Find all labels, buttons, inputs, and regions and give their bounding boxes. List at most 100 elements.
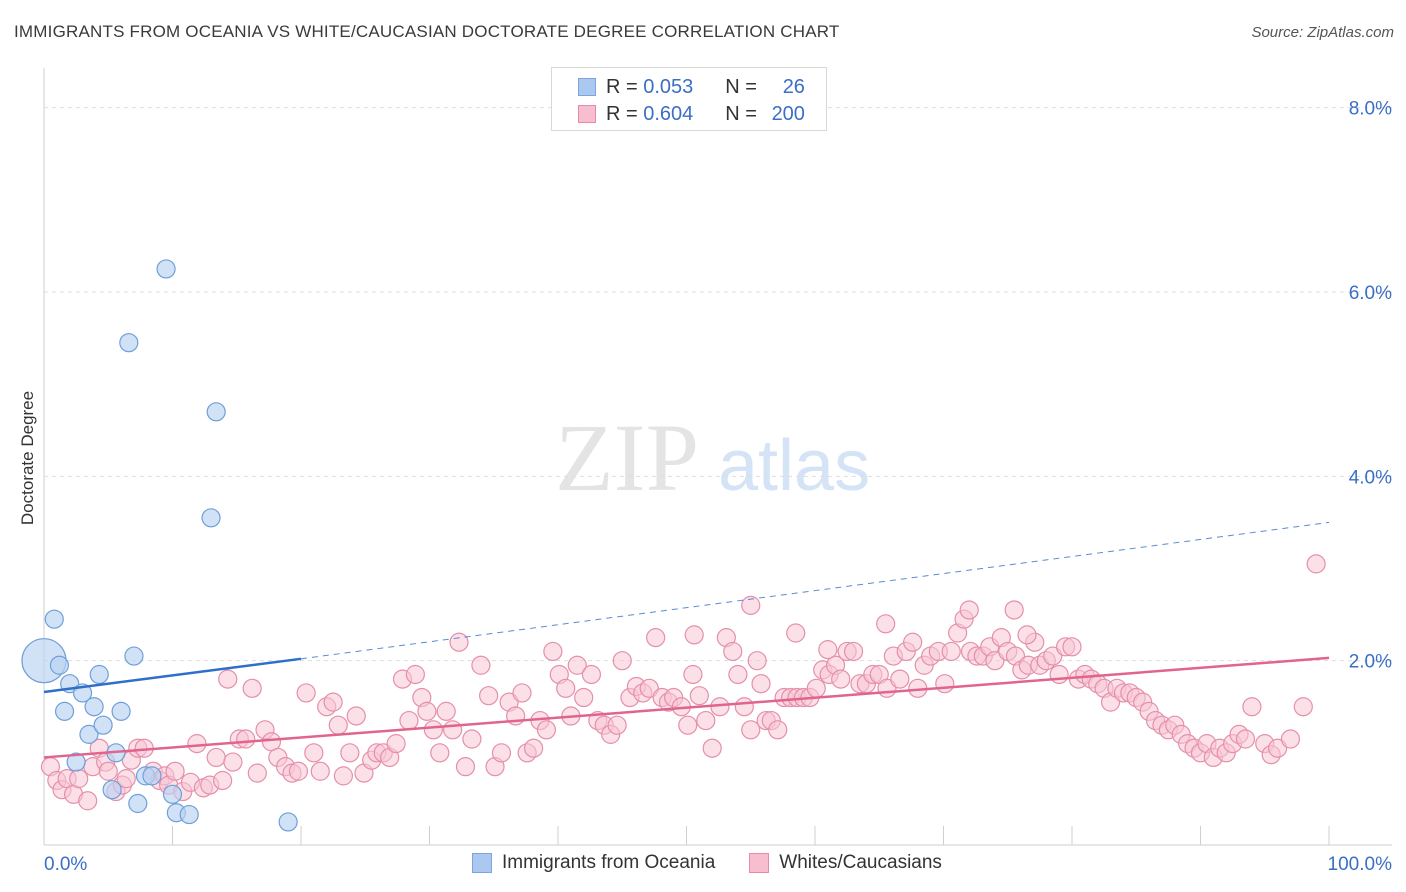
data-point-oceania [102, 780, 122, 800]
data-point-whites [218, 669, 238, 689]
data-point-whites [843, 641, 864, 662]
data-point-oceania [142, 766, 162, 786]
n-label: N = [725, 102, 757, 125]
stats-row-oceania: R = 0.053 N = 26 [578, 75, 805, 99]
data-point-oceania [89, 664, 109, 685]
data-point-whites [689, 686, 709, 706]
data-point-whites [223, 752, 243, 772]
stats-legend: R = 0.053 N = 26 R = 0.604 N = 200 [551, 67, 827, 131]
data-point-whites [747, 651, 767, 671]
data-point-whites [702, 738, 722, 758]
n-value: 200 [771, 102, 805, 125]
data-point-whites [890, 669, 910, 689]
data-point-oceania [162, 784, 183, 804]
data-point-whites [386, 734, 406, 754]
watermark-atlas: atlas [718, 426, 870, 506]
data-point-oceania [128, 793, 148, 814]
data-point-whites [683, 664, 703, 685]
legend-label-oceania: Immigrants from Oceania [502, 852, 716, 873]
data-point-oceania [124, 646, 144, 666]
data-point-whites [242, 678, 262, 698]
data-point-whites [556, 678, 576, 698]
oceania-legend-swatch [472, 853, 492, 873]
data-point-whites [455, 757, 476, 777]
zipatlas-watermark: ZIP atlas [555, 404, 870, 511]
r-label: R = [606, 75, 638, 98]
data-point-whites [165, 761, 185, 781]
data-point-whites [646, 628, 666, 648]
whites-legend-swatch [749, 853, 770, 873]
data-point-whites [941, 641, 961, 662]
data-point-whites [462, 729, 482, 749]
data-point-whites [247, 763, 267, 783]
grid-lines [44, 107, 1392, 662]
data-point-whites [543, 641, 563, 662]
data-point-whites [78, 791, 98, 811]
data-point-oceania [84, 697, 104, 717]
data-point-whites [1017, 625, 1037, 645]
x-tick-label: 0.0% [44, 854, 87, 875]
data-point-whites [512, 683, 532, 703]
data-point-oceania [278, 812, 298, 832]
whites-swatch [578, 105, 596, 123]
data-point-whites [818, 640, 838, 660]
y-tick-label: 2.0% [1349, 652, 1392, 673]
data-point-whites [328, 715, 348, 735]
data-point-whites [296, 683, 316, 703]
tick-labels: 2.0% 4.0% 6.0% 8.0% 0.0% 100.0% [44, 99, 1392, 875]
data-point-whites [768, 720, 788, 740]
n-label: N = [725, 75, 757, 98]
data-point-whites [903, 632, 923, 652]
data-point-whites [479, 686, 499, 706]
data-point-whites [574, 687, 594, 708]
data-point-whites [696, 710, 716, 731]
series-legend: Immigrants from Oceania Whites/Caucasian… [472, 852, 976, 874]
r-value: 0.604 [643, 102, 694, 125]
data-point-whites [751, 674, 771, 694]
data-point-whites [734, 697, 754, 717]
data-point-whites [1049, 664, 1069, 685]
data-point-whites [116, 769, 136, 789]
data-point-oceania [54, 701, 75, 721]
data-point-whites [206, 747, 226, 768]
data-point-whites [443, 720, 463, 740]
data-point-whites [806, 678, 826, 698]
data-point-whites [471, 655, 491, 675]
data-point-whites [1280, 729, 1301, 749]
data-point-whites [567, 655, 587, 675]
data-point-whites [581, 664, 602, 685]
data-point-oceania [206, 402, 226, 422]
data-point-whites [959, 600, 979, 620]
data-point-oceania [79, 724, 99, 744]
data-point-whites [346, 706, 366, 726]
data-point-whites [1062, 637, 1082, 657]
data-point-whites [449, 632, 469, 652]
x-tick-label: 100.0% [1328, 854, 1393, 875]
data-point-whites [1293, 697, 1313, 717]
data-point-whites [310, 761, 330, 781]
legend-item-whites[interactable]: Whites/Caucasians [749, 852, 942, 874]
data-point-whites [340, 743, 360, 763]
y-tick-label: 4.0% [1349, 467, 1392, 488]
data-point-whites [405, 664, 425, 685]
data-point-whites [304, 743, 324, 763]
data-point-oceania [93, 715, 113, 735]
data-point-whites [728, 664, 748, 685]
stats-row-whites: R = 0.604 N = 200 [578, 102, 805, 126]
r-value: 0.053 [643, 75, 694, 98]
data-point-whites [213, 770, 233, 791]
trend-lines [43, 521, 1330, 759]
data-point-oceania [66, 752, 86, 772]
data-point-whites [741, 595, 761, 615]
data-point-whites [612, 651, 632, 671]
data-point-whites [1004, 600, 1024, 620]
trend-line-oceania-extension [300, 521, 1330, 660]
data-point-whites [536, 720, 557, 740]
data-point-whites [236, 729, 256, 749]
data-point-oceania [44, 609, 64, 629]
series-immigrants-oceania [21, 259, 298, 832]
data-point-whites [607, 715, 627, 735]
legend-item-oceania[interactable]: Immigrants from Oceania [472, 852, 715, 874]
data-point-whites [491, 743, 512, 763]
